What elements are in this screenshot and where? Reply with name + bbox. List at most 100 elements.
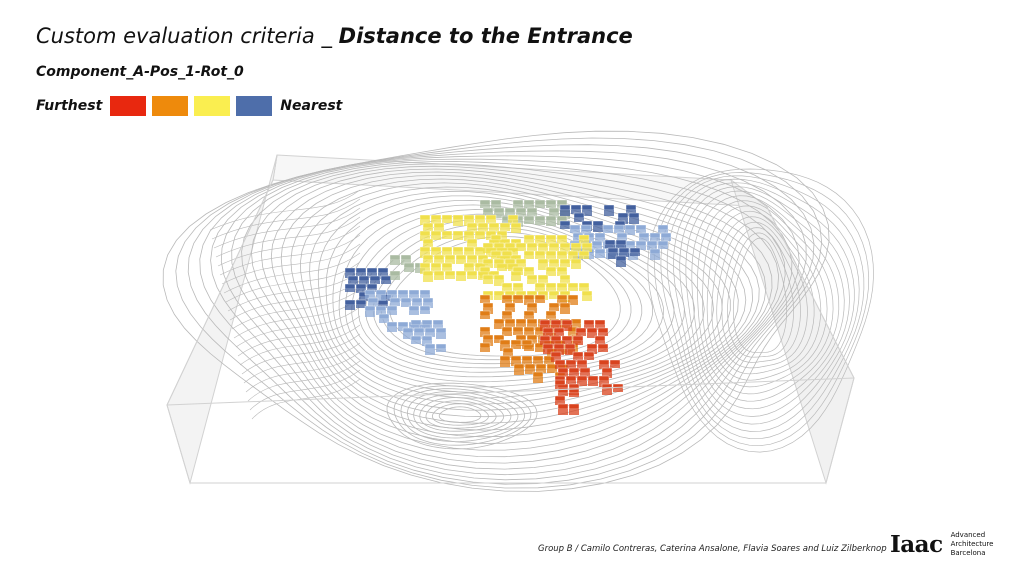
building-block-top <box>422 254 434 261</box>
building-block-top <box>542 343 554 350</box>
building-block-side <box>467 244 477 249</box>
legend-swatch-yellow <box>194 96 231 116</box>
building-block-top <box>526 242 538 249</box>
building-block-top <box>504 318 516 325</box>
building-block-side <box>422 341 432 346</box>
building-block-side <box>524 221 534 224</box>
building-block-top <box>628 212 640 219</box>
building-block-side <box>543 349 553 354</box>
building-block-side <box>494 264 504 268</box>
building-block-top <box>510 339 522 346</box>
building-block-side <box>356 305 366 308</box>
building-block-side <box>403 333 413 339</box>
building-block-side <box>527 248 537 251</box>
building-block-side <box>412 303 422 306</box>
building-block-top <box>545 199 557 206</box>
building-block-top <box>624 224 636 231</box>
building-block-top <box>616 232 628 239</box>
building-block-side <box>636 246 646 250</box>
building-block-top <box>597 343 609 350</box>
building-block-top <box>586 327 598 334</box>
building-block-side <box>566 365 576 369</box>
building-block-side <box>425 333 435 337</box>
building-block-side <box>629 218 639 224</box>
building-block-side <box>522 345 532 349</box>
building-block-side <box>604 210 614 216</box>
building-block-top <box>463 246 475 253</box>
building-block-side <box>356 289 366 293</box>
building-block-side <box>571 210 581 214</box>
building-block-side <box>587 349 597 354</box>
building-block-top <box>592 220 604 227</box>
building-block-side <box>569 409 579 415</box>
building-block-side <box>549 296 559 299</box>
component-subtitle: Component_A-Pos_1-Rot_0 <box>36 64 244 80</box>
building-block-top <box>408 289 420 296</box>
building-block-top <box>421 335 433 342</box>
building-block-side <box>370 281 380 284</box>
building-block-side <box>558 409 568 415</box>
building-block-top <box>355 267 367 274</box>
building-block-side <box>442 236 452 239</box>
building-block-side <box>431 252 441 255</box>
building-block-side <box>579 256 589 259</box>
building-block-side <box>619 253 629 257</box>
building-block-top <box>625 204 637 211</box>
contour-line <box>213 207 361 249</box>
building-block-top <box>556 215 568 222</box>
building-block-top <box>512 199 524 206</box>
contour-line <box>251 165 773 451</box>
title-main: Distance to the Entrance <box>338 24 633 48</box>
building-block-side <box>423 244 433 247</box>
building-block-top <box>369 275 381 282</box>
building-block-side <box>508 252 518 256</box>
building-block-side <box>505 324 515 327</box>
building-block-top <box>499 222 511 229</box>
building-block-side <box>502 256 512 261</box>
building-block-top <box>591 240 603 247</box>
building-block-side <box>502 288 512 293</box>
building-block-side <box>365 295 375 299</box>
building-block-side <box>573 238 583 241</box>
contour-line <box>231 288 361 330</box>
contour-line <box>721 227 801 363</box>
building-block-top <box>523 199 535 206</box>
contour-line <box>732 237 788 353</box>
building-block-top <box>548 242 560 249</box>
contour-line <box>251 378 361 420</box>
contour-line <box>221 243 361 285</box>
building-block-side <box>442 220 452 223</box>
building-block-top <box>441 230 453 237</box>
building-block-side <box>387 327 397 332</box>
building-block-top <box>604 239 616 246</box>
building-block-side <box>503 353 513 358</box>
building-block-side <box>453 236 463 240</box>
building-block-side <box>420 236 430 241</box>
building-block-side <box>527 280 537 284</box>
building-block-top <box>479 342 491 349</box>
building-block-side <box>577 381 587 386</box>
building-block-top <box>583 319 595 326</box>
building-block-top <box>570 318 582 325</box>
building-block-side <box>549 264 559 269</box>
building-block-top <box>419 305 431 312</box>
building-block-top <box>545 234 557 241</box>
building-block-top <box>515 242 527 249</box>
building-block-top <box>618 247 630 254</box>
building-block-top <box>477 222 489 229</box>
building-block-top <box>422 297 434 304</box>
building-block-top <box>559 274 571 281</box>
building-block-side <box>602 373 612 378</box>
building-block-side <box>571 264 581 269</box>
building-block-side <box>390 303 400 306</box>
building-block-side <box>431 236 441 240</box>
building-block-top <box>657 240 669 247</box>
building-block-side <box>568 300 578 305</box>
building-block-side <box>494 296 504 300</box>
building-block-top <box>526 318 538 325</box>
building-block-side <box>598 333 608 336</box>
contour-line <box>685 190 845 410</box>
building-block-top <box>615 239 627 246</box>
contour-line <box>431 403 489 426</box>
building-block-top <box>534 215 546 222</box>
